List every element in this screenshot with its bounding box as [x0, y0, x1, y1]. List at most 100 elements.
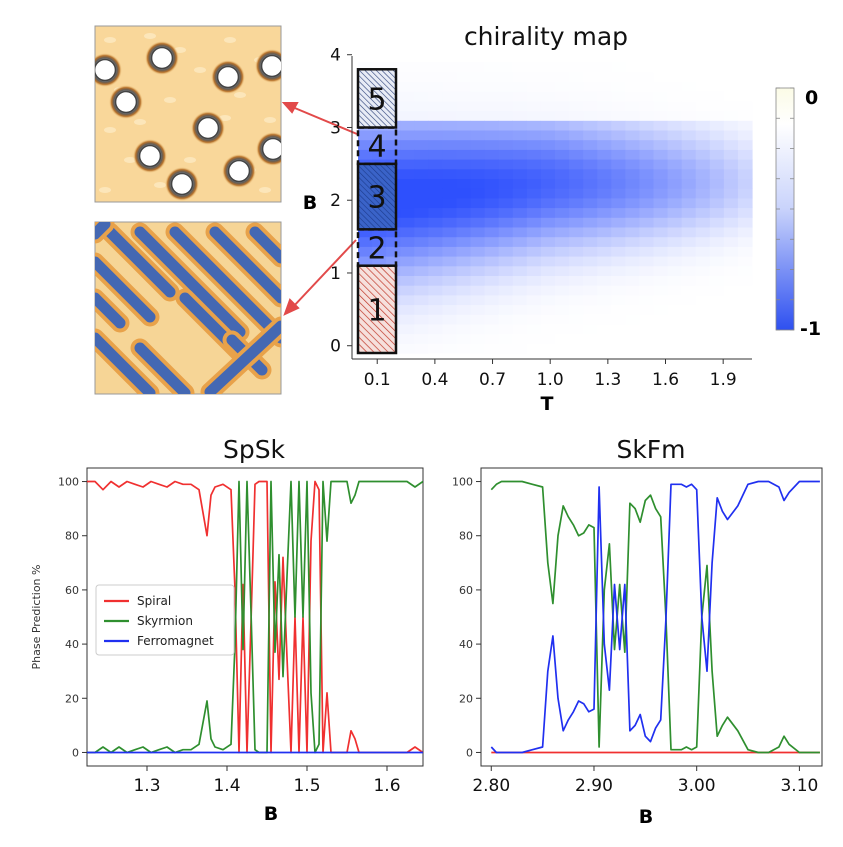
heatmap-cell: [695, 207, 711, 218]
heatmap-cell: [639, 294, 655, 306]
heatmap-cell: [583, 168, 598, 179]
heatmap-cell: [583, 217, 598, 228]
heatmap-cell: [470, 256, 486, 267]
heatmap-cell: [512, 62, 528, 73]
heatmap-cell: [428, 159, 444, 170]
heatmap-cell: [456, 236, 472, 247]
heatmap-cell: [512, 343, 528, 354]
heatmap-cell: [625, 333, 641, 344]
heatmap-cell: [611, 265, 626, 276]
heatmap-cell: [667, 226, 683, 238]
heatmap-cell: [583, 110, 598, 121]
heatmap-cell: [597, 304, 612, 315]
heatmap-cell: [470, 217, 486, 228]
heatmap-cell: [470, 275, 486, 286]
heatmap-cell: [625, 91, 641, 102]
heatmap-cell: [639, 217, 655, 228]
heatmap-cell: [639, 129, 655, 141]
heatmap-cell: [583, 265, 598, 276]
heatmap-cell: [681, 207, 697, 218]
heatmap-cell: [358, 149, 373, 160]
spiral-stripe-core: [209, 226, 281, 304]
heatmap-ytick-label: 4: [330, 46, 341, 66]
heatmap-cell: [569, 149, 584, 160]
heatmap-cell: [540, 285, 556, 296]
heatmap-cell: [526, 314, 542, 325]
heatmap-cell: [456, 226, 472, 238]
heatmap-cell: [625, 256, 641, 267]
heatmap-cell: [428, 314, 444, 325]
heatmap-cell: [512, 226, 528, 238]
heatmap-cell: [470, 207, 486, 218]
heatmap-cell: [737, 62, 753, 73]
heatmap-cell: [498, 226, 514, 238]
heatmap-cell: [681, 304, 697, 315]
heatmap-cell: [456, 256, 472, 267]
heatmap-cell: [540, 256, 556, 267]
phase-region-label-4: 4: [367, 130, 386, 165]
spiral-stripe-core: [134, 342, 191, 394]
heatmap-cell: [540, 149, 556, 160]
heatmap-cell: [667, 91, 683, 102]
heatmap-cell: [569, 275, 584, 286]
heatmap-cell: [681, 265, 697, 276]
heatmap-cell: [597, 333, 612, 344]
heatmap-cell: [555, 226, 570, 238]
heatmap-cell: [456, 168, 472, 179]
heatmap-cell: [498, 139, 514, 150]
heatmap-cell: [653, 149, 669, 160]
heatmap-cell: [442, 159, 458, 170]
heatmap-cell: [456, 71, 472, 82]
heatmap-cell: [470, 265, 486, 276]
heatmap-cell: [555, 256, 570, 267]
heatmap-cell: [470, 236, 486, 247]
heatmap-cell: [597, 236, 612, 247]
heatmap-cell: [737, 139, 753, 150]
heatmap-cell: [583, 333, 598, 344]
heatmap-cell: [526, 207, 542, 218]
heatmap-cell: [400, 285, 415, 296]
heatmap-cell: [653, 275, 669, 286]
heatmap-cell: [512, 120, 528, 131]
skyrmion-core: [261, 137, 281, 161]
heatmap-cell: [709, 120, 725, 131]
skfm-xtick-label: 2.80: [472, 776, 510, 796]
heatmap-cell: [400, 188, 415, 199]
heatmap-cell: [583, 188, 598, 199]
heatmap-cell: [470, 168, 486, 179]
lattice-texture-speck: [224, 37, 236, 43]
heatmap-cell: [555, 139, 570, 150]
heatmap-cell: [484, 71, 500, 82]
heatmap-cell: [681, 168, 697, 179]
heatmap-cell: [611, 178, 626, 189]
heatmap-cell: [540, 129, 556, 141]
heatmap-cell: [484, 197, 500, 209]
heatmap-cell: [400, 256, 415, 267]
heatmap-cell: [597, 294, 612, 306]
heatmap-cell: [470, 323, 486, 335]
heatmap-cell: [400, 159, 415, 170]
heatmap-cell: [498, 91, 514, 102]
heatmap-cell: [639, 265, 655, 276]
colorbar-ticks: [776, 87, 794, 331]
heatmap-cell: [653, 343, 669, 354]
heatmap-cell: [526, 217, 542, 228]
heatmap-cell: [400, 149, 415, 160]
heatmap-cell: [569, 217, 584, 228]
heatmap-ytick-label: 2: [330, 191, 341, 211]
spiral-stripe-core: [134, 226, 246, 338]
heatmap-cell: [611, 217, 626, 228]
heatmap-cell: [681, 110, 697, 121]
heatmap-cell: [498, 178, 514, 189]
heatmap-cell: [625, 294, 641, 306]
heatmap-cell: [709, 294, 725, 306]
heatmap-cell: [414, 314, 429, 325]
heatmap-cell: [653, 265, 669, 276]
phase-region-5: [356, 68, 398, 129]
lattice-texture-speck: [134, 119, 146, 125]
heatmap-cell: [484, 149, 500, 160]
heatmap-cell: [583, 226, 598, 238]
heatmap-cell: [484, 168, 500, 179]
heatmap-cell: [681, 100, 697, 112]
heatmap-cell: [400, 62, 415, 73]
